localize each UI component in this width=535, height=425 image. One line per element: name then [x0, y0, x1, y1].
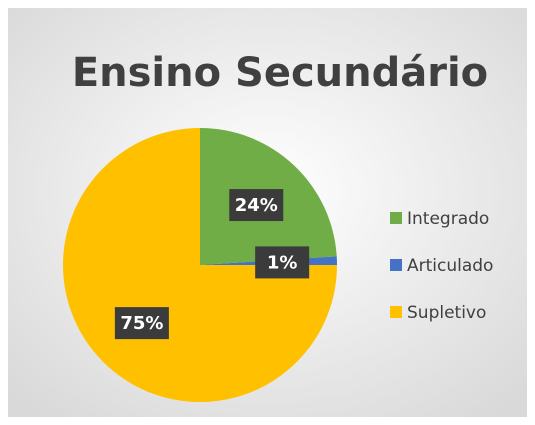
- data-label: 75%: [120, 313, 163, 334]
- chart-title: Ensino Secundário: [72, 50, 488, 96]
- legend-swatch: [390, 306, 402, 318]
- data-label-box: [114, 307, 169, 340]
- data-label-box: [229, 189, 284, 222]
- data-label-box: [255, 246, 310, 279]
- data-label: 1%: [267, 252, 298, 273]
- legend-swatch: [390, 212, 402, 224]
- legend-label: Supletivo: [407, 303, 486, 323]
- legend-swatch: [390, 259, 402, 271]
- legend-label: Articulado: [407, 256, 493, 276]
- data-label: 24%: [235, 195, 278, 216]
- legend-label: Integrado: [407, 209, 489, 229]
